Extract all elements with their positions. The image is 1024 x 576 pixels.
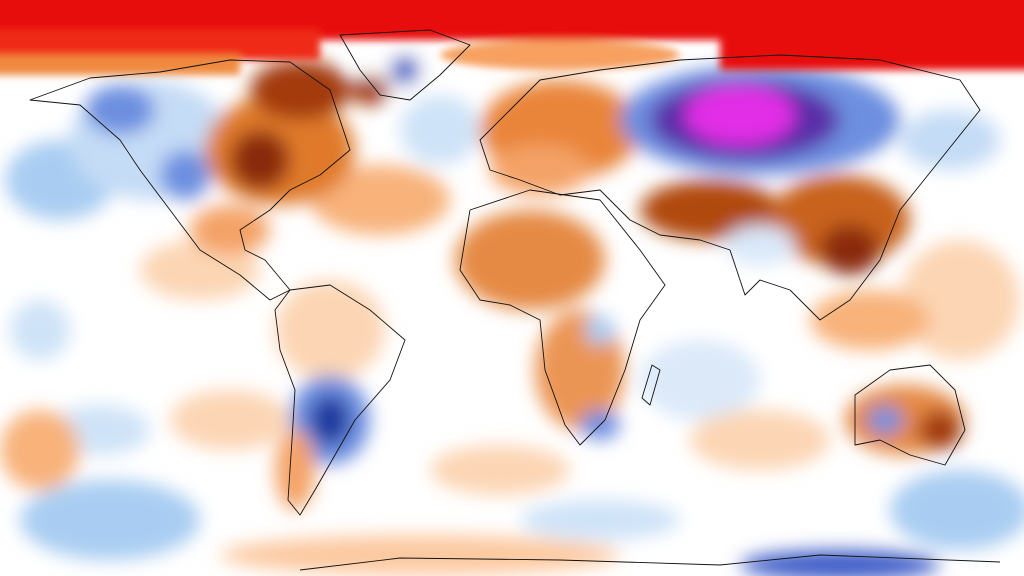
coastline-antarctica [299, 554, 1001, 571]
coastline-madagascar [641, 364, 661, 406]
arctic-band [0, 0, 1024, 75]
coastline-north-america [29, 59, 351, 301]
anomaly-field [0, 25, 1024, 576]
coastline-south-america [274, 284, 406, 516]
coastline-australia [854, 364, 966, 466]
coastline-africa [459, 189, 666, 446]
coastlines [29, 29, 1001, 571]
coastline-greenland [339, 29, 471, 101]
coastline-eurasia [479, 54, 981, 321]
